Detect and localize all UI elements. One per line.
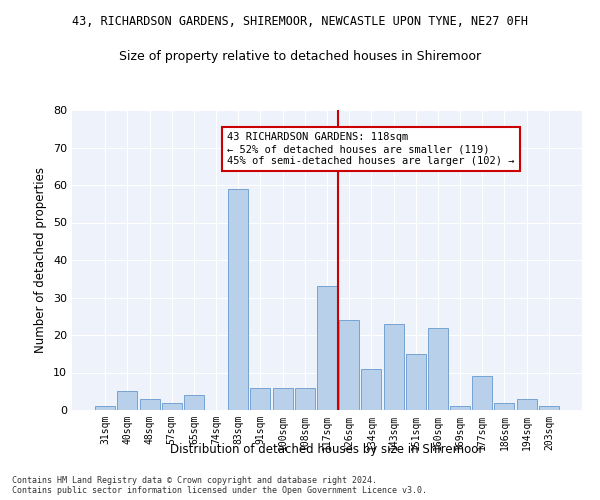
Bar xyxy=(383,324,404,410)
Bar xyxy=(494,402,514,410)
Bar xyxy=(317,286,337,410)
Bar xyxy=(162,402,182,410)
Bar xyxy=(339,320,359,410)
Text: 43, RICHARDSON GARDENS, SHIREMOOR, NEWCASTLE UPON TYNE, NE27 0FH: 43, RICHARDSON GARDENS, SHIREMOOR, NEWCA… xyxy=(72,15,528,28)
Bar xyxy=(450,406,470,410)
Text: Contains HM Land Registry data © Crown copyright and database right 2024.
Contai: Contains HM Land Registry data © Crown c… xyxy=(12,476,427,495)
Text: Distribution of detached houses by size in Shiremoor: Distribution of detached houses by size … xyxy=(170,442,484,456)
Bar xyxy=(428,328,448,410)
Bar xyxy=(361,369,382,410)
Bar xyxy=(118,391,137,410)
Bar xyxy=(228,188,248,410)
Bar xyxy=(272,388,293,410)
Bar xyxy=(406,354,426,410)
Y-axis label: Number of detached properties: Number of detached properties xyxy=(34,167,47,353)
Bar xyxy=(539,406,559,410)
Text: Size of property relative to detached houses in Shiremoor: Size of property relative to detached ho… xyxy=(119,50,481,63)
Bar xyxy=(140,399,160,410)
Bar xyxy=(184,395,204,410)
Bar xyxy=(472,376,492,410)
Text: 43 RICHARDSON GARDENS: 118sqm
← 52% of detached houses are smaller (119)
45% of : 43 RICHARDSON GARDENS: 118sqm ← 52% of d… xyxy=(227,132,515,166)
Bar xyxy=(95,406,115,410)
Bar xyxy=(250,388,271,410)
Bar xyxy=(295,388,315,410)
Bar xyxy=(517,399,536,410)
